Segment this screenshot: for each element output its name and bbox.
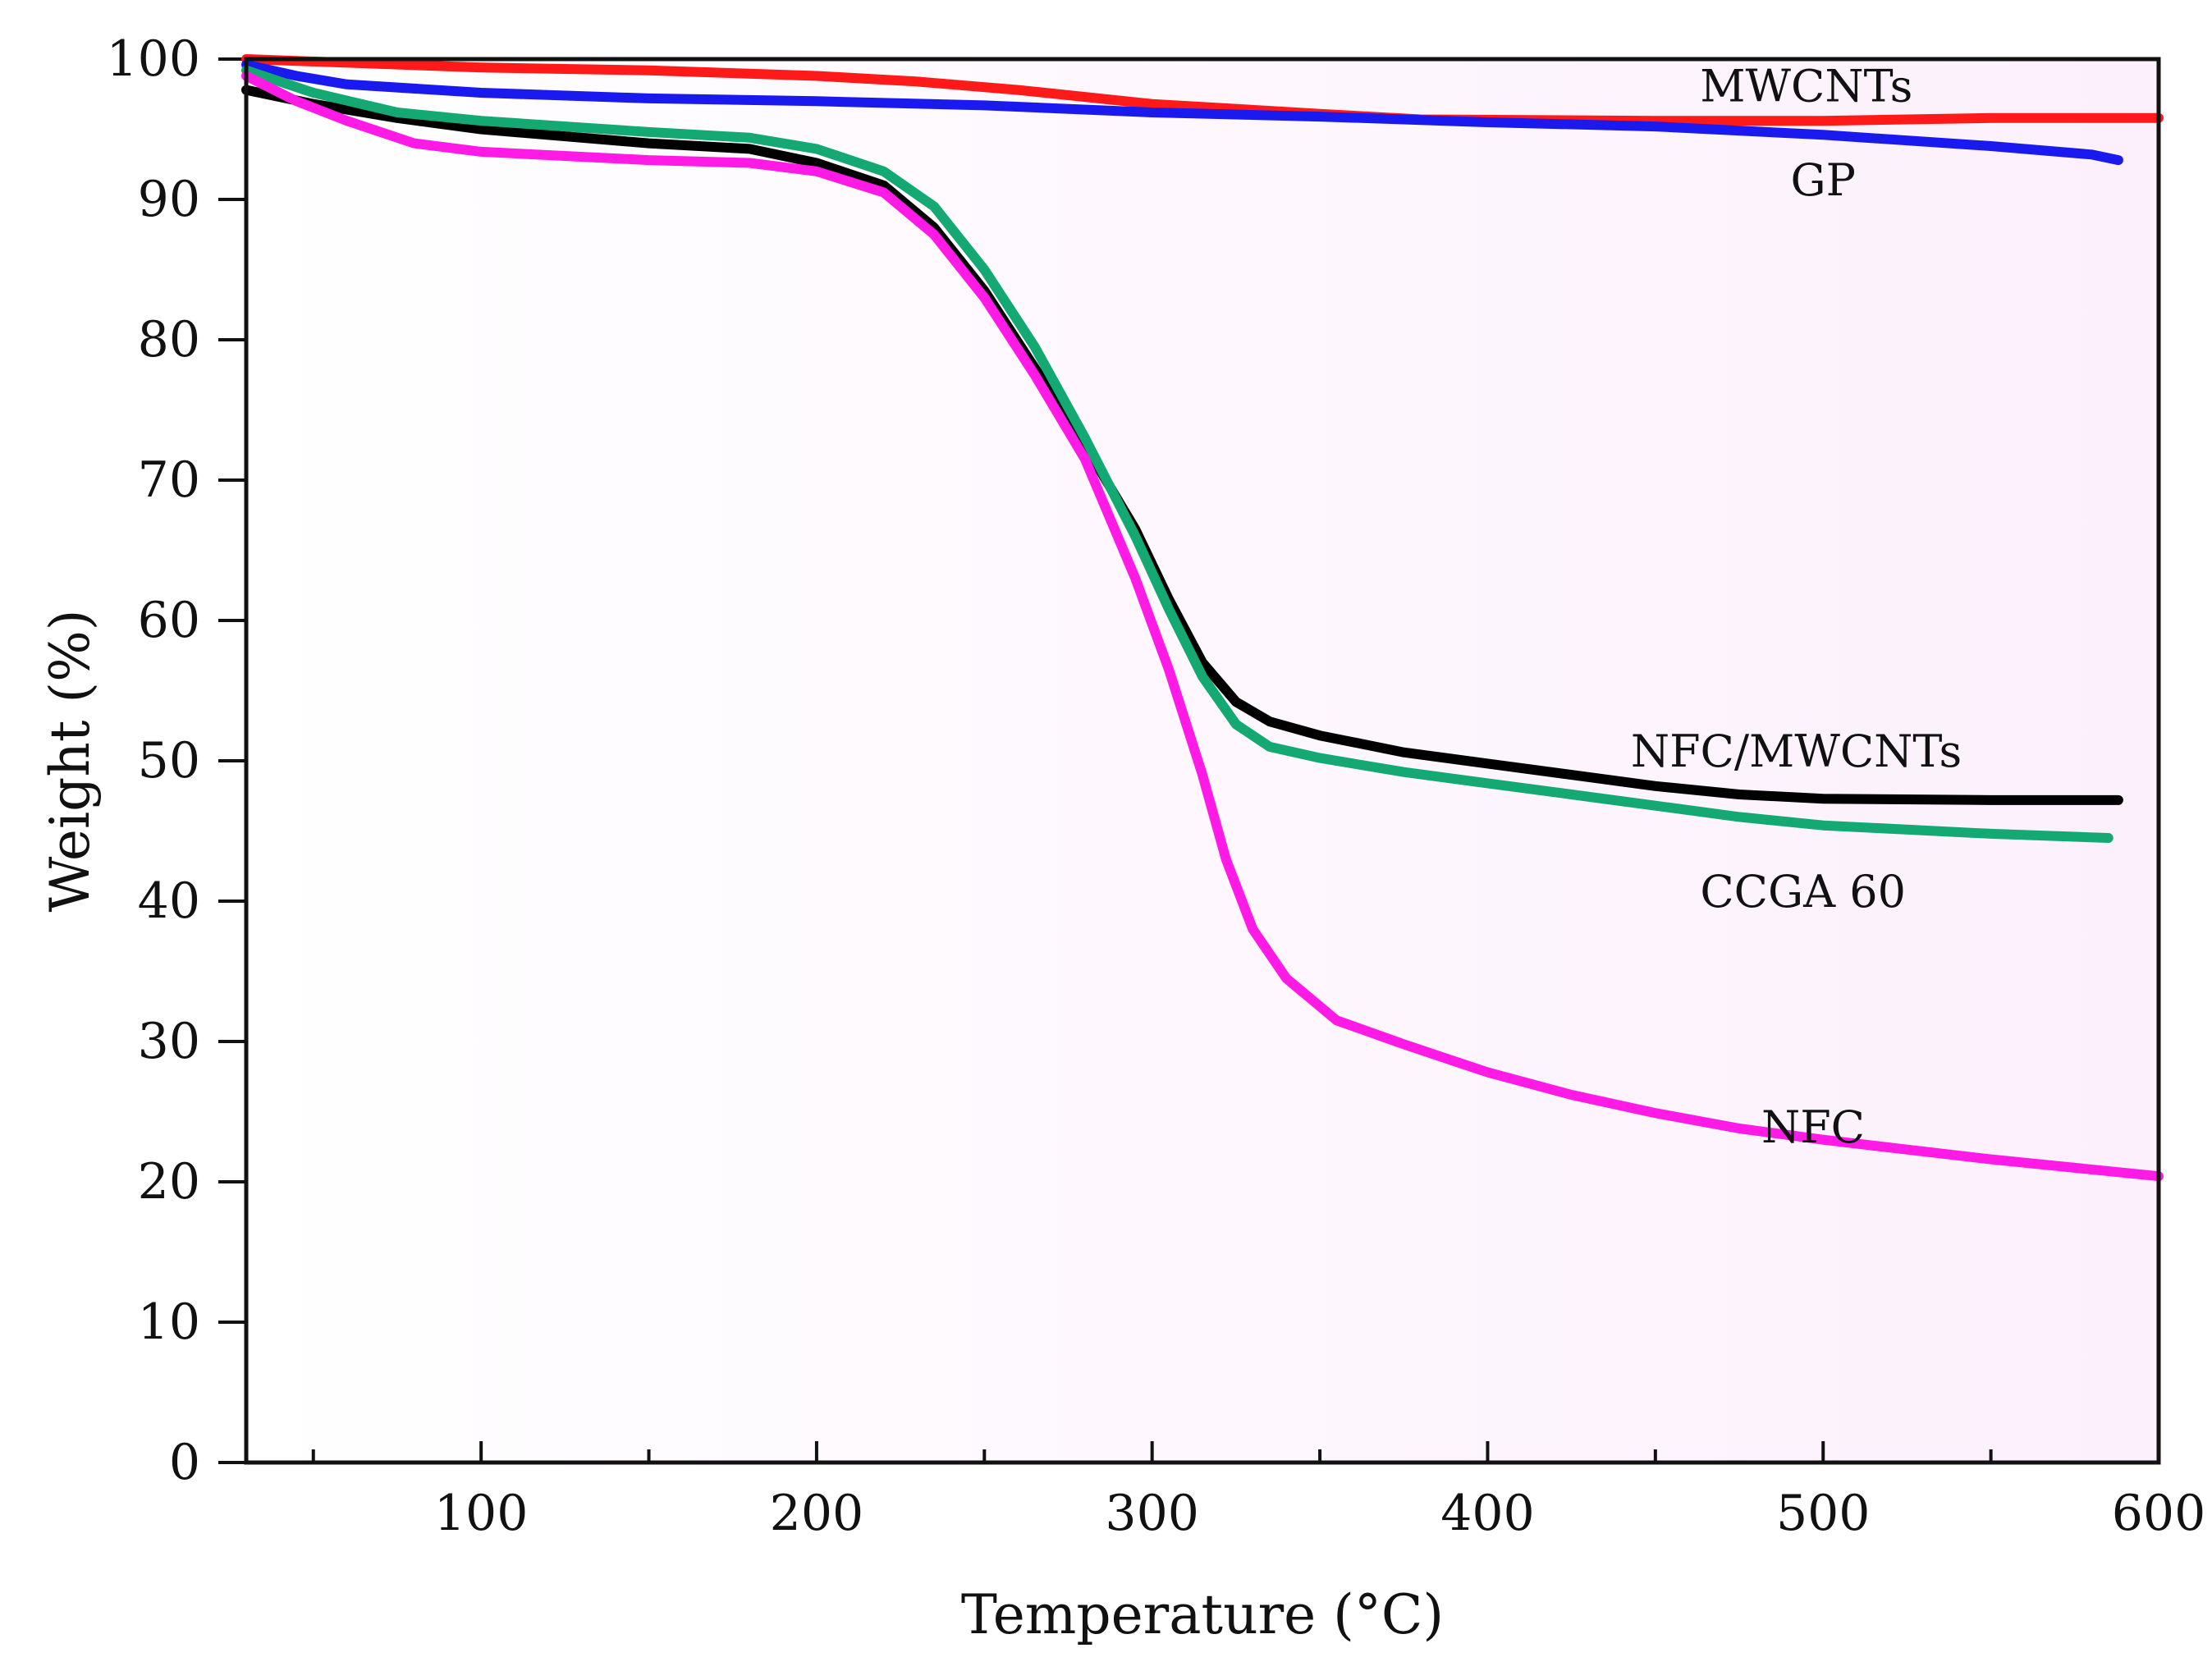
y-tick-label: 10 bbox=[138, 1293, 200, 1351]
x-tick-label: 600 bbox=[2112, 1485, 2206, 1542]
y-tick-label: 90 bbox=[138, 171, 200, 228]
series-label-mwcnts: MWCNTs bbox=[1700, 60, 1912, 112]
series-label-nfc-mwcnts: NFC/MWCNTs bbox=[1631, 726, 1962, 777]
x-tick-label: 500 bbox=[1776, 1485, 1871, 1542]
y-tick-label: 0 bbox=[169, 1434, 200, 1491]
y-tick-label: 60 bbox=[138, 592, 200, 649]
series-line-gp bbox=[241, 59, 2123, 166]
y-tick-label: 20 bbox=[138, 1153, 200, 1211]
y-axis-ticks: 0 10 20 30 40 50 60 70 80 90 100 bbox=[106, 30, 246, 1491]
x-tick-label: 300 bbox=[1105, 1485, 1199, 1542]
y-axis-label: Weight (%) bbox=[39, 609, 102, 912]
x-tick-label: 200 bbox=[770, 1485, 864, 1542]
x-tick-label: 400 bbox=[1440, 1485, 1535, 1542]
x-tick-label: 100 bbox=[434, 1485, 529, 1542]
series-label-gp: GP bbox=[1790, 154, 1855, 206]
x-axis-label: Temperature (°C) bbox=[961, 1583, 1444, 1646]
y-tick-label: 40 bbox=[138, 872, 200, 930]
series-line-ccga-60 bbox=[241, 65, 2114, 843]
plot-frame bbox=[244, 57, 2161, 1465]
series-label-nfc: NFC bbox=[1761, 1101, 1865, 1153]
y-tick-label: 100 bbox=[106, 30, 200, 88]
y-tick-label: 30 bbox=[138, 1013, 200, 1070]
series-label-ccga-60: CCGA 60 bbox=[1700, 866, 1906, 918]
y-tick-label: 50 bbox=[138, 732, 200, 790]
series-line-nfc bbox=[241, 71, 2164, 1182]
series-line-mwcnts bbox=[241, 54, 2164, 126]
data-series bbox=[241, 54, 2164, 1182]
x-axis-ticks: 100 200 300 400 500 600 bbox=[311, 1441, 2206, 1542]
y-tick-label: 80 bbox=[138, 311, 200, 369]
y-tick-label: 70 bbox=[138, 451, 200, 509]
series-labels: MWCNTs GP NFC/MWCNTs CCGA 60 NFC bbox=[1631, 60, 1962, 1153]
